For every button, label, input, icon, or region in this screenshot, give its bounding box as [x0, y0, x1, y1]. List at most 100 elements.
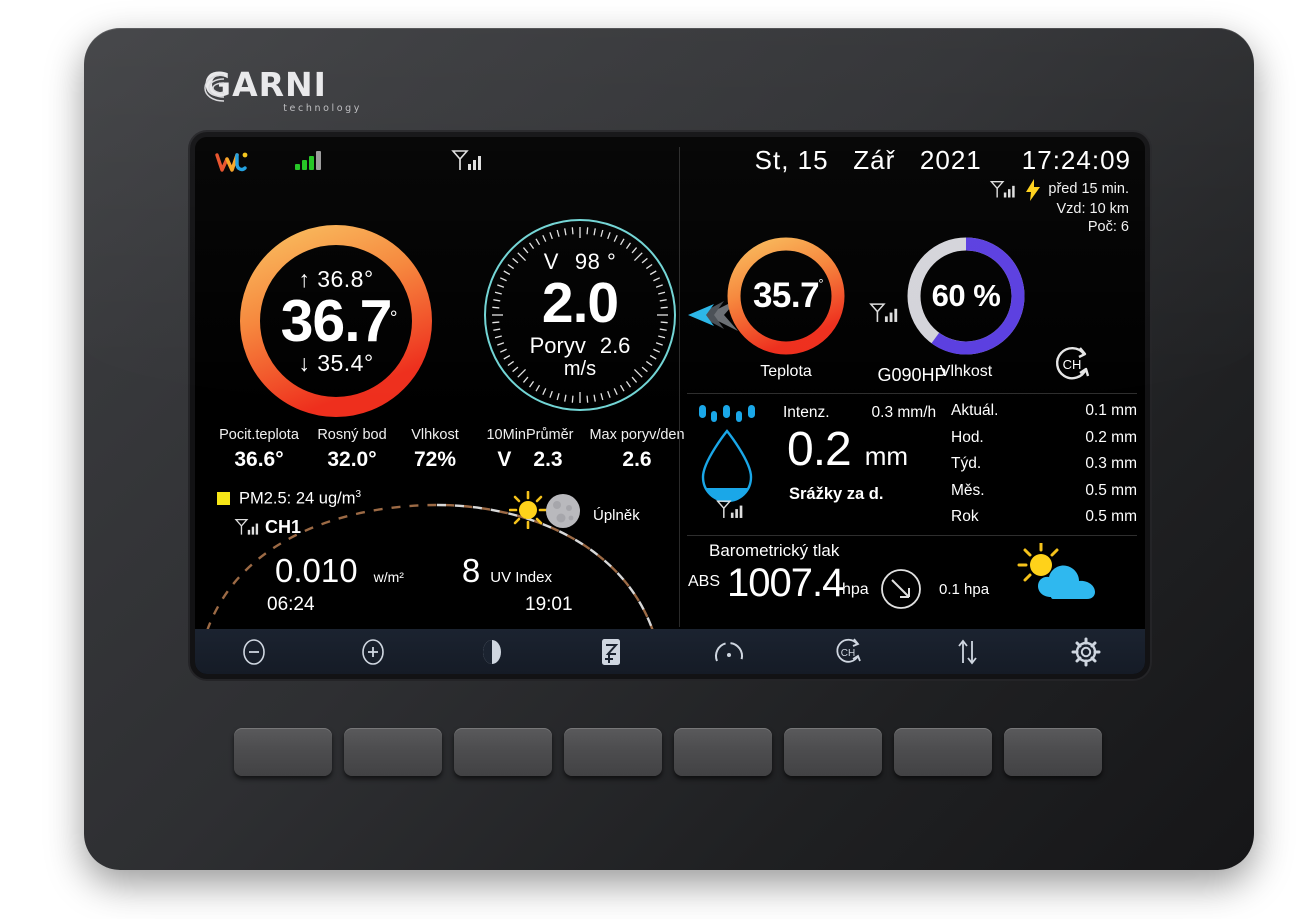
plus-button[interactable] [314, 629, 433, 674]
rf-antenna-icon [868, 302, 900, 325]
rf-antenna-icon [450, 149, 484, 173]
outdoor-temperature-gauge[interactable]: ↑ 36.8° 36.7 ° ↓ 35.4° [237, 222, 435, 420]
wind-speed-value: 2.0 [541, 271, 619, 335]
stat-feels-like: Pocit.teplota 36.6° [209, 427, 309, 472]
settings-button[interactable] [1026, 629, 1145, 674]
physical-button[interactable] [454, 728, 552, 776]
stat-humidity: Vlhkost 72% [395, 427, 475, 472]
rain-today-value: 0.2 [787, 423, 852, 476]
outdoor-stats-row: Pocit.teplota 36.6° Rosný bod 32.0° Vlhk… [209, 427, 689, 472]
brand-tagline: technology [283, 103, 362, 114]
weather-underground-icon [215, 151, 259, 175]
pm25-quality-indicator [217, 492, 230, 506]
channel-button[interactable]: CH [789, 629, 908, 674]
stat-label: Rosný bod [317, 427, 387, 443]
rf-antenna-icon [988, 180, 1018, 200]
contrast-button[interactable] [433, 629, 552, 674]
physical-button[interactable] [344, 728, 442, 776]
brightness-button[interactable] [551, 629, 670, 674]
sun-path-arc [201, 499, 669, 637]
physical-button[interactable] [234, 728, 332, 776]
physical-button[interactable] [1004, 728, 1102, 776]
wind-gust: Poryv 2.6 [530, 333, 631, 359]
rain-today-label: Srážky za d. [789, 485, 884, 503]
rf-antenna-icon [233, 518, 261, 537]
pressure-value: 1007.4 [727, 561, 844, 605]
rain-today-readout: 0.2 mm [787, 426, 908, 474]
sunset-time: 19:01 [525, 594, 573, 615]
lightning-distance: Vzd: 10 km [1056, 201, 1129, 217]
stat-value: V 2.3 [475, 448, 585, 472]
rain-intensity-row: Intenz. 0.3 mm/h [783, 404, 936, 422]
pressure-abs-label: ABS [688, 573, 721, 590]
pressure-delta: 0.1 hpa [939, 581, 990, 598]
row-value: 0.2 mm [1085, 428, 1137, 446]
full-moon-icon [545, 493, 581, 529]
lightning-time-ago: před 15 min. [1048, 181, 1129, 198]
stat-value-dir: V [497, 448, 512, 471]
wind-gauge[interactable]: V 98 ° 2.0 Poryv 2.6 m/s [480, 215, 738, 415]
row-value: 0.5 mm [1085, 481, 1137, 499]
wind-direction: V 98 ° [544, 249, 617, 275]
stat-value: 72% [413, 448, 457, 471]
rainfall-section: Intenz. 0.3 mm/h 0.2 mm Srážky za d. Akt… [687, 399, 1139, 533]
temp-low-value: ↓ 35.4° [298, 349, 374, 376]
table-row: Aktuál. 0.1 mm [951, 402, 1137, 429]
indoor-humidity-gauge[interactable]: 60 % [905, 235, 1027, 357]
channel-cycle-icon[interactable]: CH [1050, 342, 1094, 386]
sun-cloud-icon [1017, 543, 1101, 605]
physical-button[interactable] [564, 728, 662, 776]
stat-value: 36.6° [234, 448, 284, 471]
rain-totals-table: Aktuál. 0.1 mm Hod. 0.2 mm Týd. 0.3 mm [951, 402, 1137, 535]
physical-button[interactable] [894, 728, 992, 776]
updown-button[interactable] [908, 629, 1027, 674]
stat-label: 10MinPrůměr [486, 427, 574, 443]
physical-button-row[interactable] [234, 728, 1104, 776]
indoor-temperature-readout: 35.7 ° [725, 235, 847, 357]
rain-drop-icon [695, 403, 771, 507]
indoor-temp-value: 35.7 [752, 276, 820, 315]
datetime-display: St, 15 Zář 2021 17:24:09 [755, 145, 1131, 176]
wind-readout: V 98 ° 2.0 Poryv 2.6 m/s [480, 215, 680, 415]
table-row: Hod. 0.2 mm [951, 429, 1137, 456]
solar-radiation-unit: w/m² [373, 569, 404, 585]
table-row: Rok 0.5 mm [951, 508, 1137, 535]
degree-symbol: ° [389, 307, 398, 329]
pm25-channel: CH1 [233, 517, 301, 538]
pressure-title: Barometrický tlak [709, 541, 840, 560]
display-screen[interactable]: St, 15 Zář 2021 17:24:09 [195, 137, 1145, 674]
degree-symbol: ° [818, 276, 824, 291]
channel-label: CH1 [265, 517, 302, 537]
row-key: Aktuál. [951, 402, 999, 419]
row-key: Týd. [951, 455, 982, 472]
minus-button[interactable] [195, 629, 314, 674]
rain-today-unit: mm [864, 441, 909, 471]
row-key: Měs. [951, 481, 985, 499]
wifi-signal-icon [295, 150, 321, 170]
indoor-humidity-value: 60 % [931, 278, 1001, 313]
indoor-humidity-label: Vlhkost [939, 363, 993, 380]
indoor-temperature-gauge[interactable]: 35.7 ° [725, 235, 847, 357]
outdoor-temperature-readout: ↑ 36.8° 36.7 ° ↓ 35.4° [237, 222, 435, 420]
physical-button[interactable] [784, 728, 882, 776]
trend-down-arrow-icon [879, 567, 923, 611]
rain-intensity-value: 0.3 mm/h [871, 404, 937, 421]
lightning-bolt-icon [1025, 179, 1041, 201]
brand-logo: GARNI technology [204, 68, 364, 126]
temp-current-value: 36.7 ° [280, 287, 398, 354]
status-bar: St, 15 Zář 2021 17:24:09 [195, 145, 1145, 179]
bottom-toolbar[interactable]: CH [195, 629, 1145, 674]
stat-value: 2.6 [622, 448, 652, 471]
sunrise-time: 06:24 [267, 594, 315, 615]
rf-antenna-icon [715, 499, 745, 521]
row-value: 0.1 mm [1085, 402, 1137, 419]
gauge-button[interactable] [670, 629, 789, 674]
physical-button[interactable] [674, 728, 772, 776]
uv-index-label: UV Index [490, 569, 552, 586]
rain-intensity-label: Intenz. [783, 404, 830, 421]
stat-label: Pocit.teplota [219, 427, 299, 443]
svg-text:CH: CH [1063, 357, 1082, 372]
stat-dew-point: Rosný bod 32.0° [309, 427, 395, 472]
brand-name: GARNI [204, 65, 327, 104]
